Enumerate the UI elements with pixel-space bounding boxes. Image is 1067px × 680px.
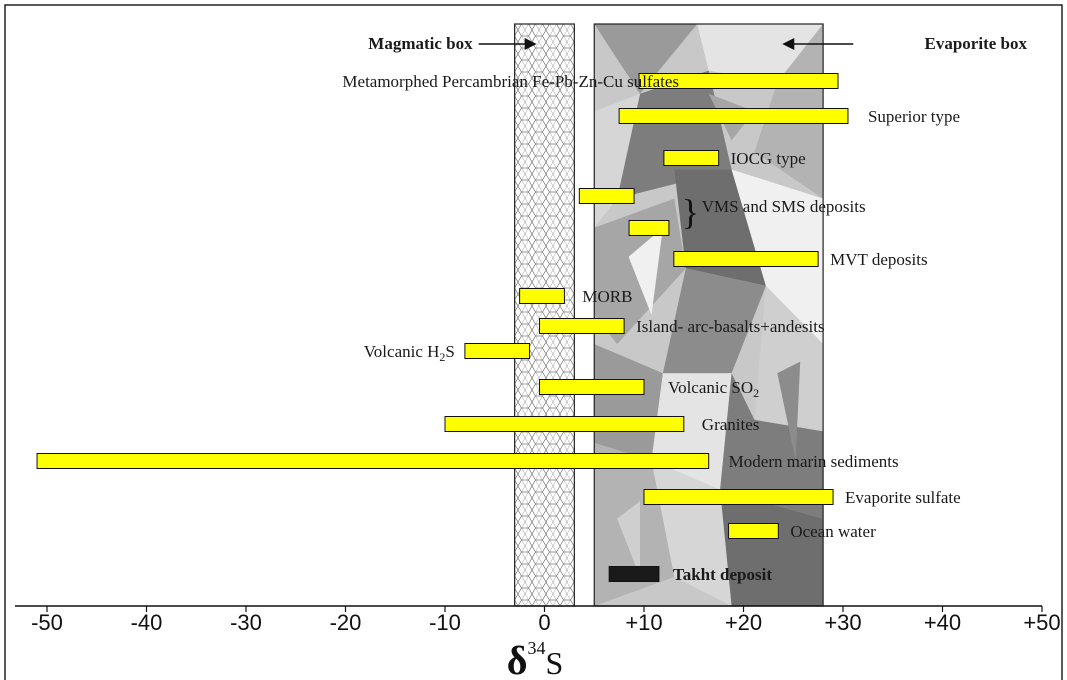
label-volcanic-so2: Volcanic SO2 xyxy=(668,378,759,400)
bar-takht-deposit xyxy=(608,566,660,582)
evaporite-mosaic-tile xyxy=(617,501,640,577)
bar-granites xyxy=(444,416,685,432)
bar-metamorphed-sulfates xyxy=(638,73,839,89)
evaporite-mosaic-tile xyxy=(662,268,766,374)
evaporite-mosaic-tile xyxy=(777,361,801,461)
bar-mvt-deposits xyxy=(673,251,819,267)
bar-superior-type xyxy=(618,108,849,124)
label-granites: Granites xyxy=(702,415,760,434)
x-tick-label: -10 xyxy=(429,610,461,635)
label-modern-marin-sediments: Modern marin sediments xyxy=(729,452,899,471)
bar-volcanic-so2 xyxy=(539,379,645,395)
x-axis-title-tail: S xyxy=(545,645,563,680)
x-tick-label: 0 xyxy=(538,610,550,635)
x-axis-title-main: δ xyxy=(507,638,528,680)
evaporite-mosaic-tile xyxy=(754,285,824,432)
label-superior-type: Superior type xyxy=(868,107,960,126)
evaporite-mosaic-tile xyxy=(594,24,698,94)
label-vms-deposits: VMS and SMS deposits xyxy=(702,197,866,216)
x-tick-label: +10 xyxy=(625,610,662,635)
magmatic-box xyxy=(514,23,575,607)
outer-frame xyxy=(4,4,1063,680)
bar-vms-deposits-1 xyxy=(578,188,635,204)
label-metamorphed-sulfates: Metamorphed Percambrian Fe-Pb-Zn-Cu sulf… xyxy=(342,72,679,91)
x-tick-label: -20 xyxy=(330,610,362,635)
magmatic-arrow-head xyxy=(524,38,537,50)
x-tick-label: +30 xyxy=(824,610,861,635)
bar-morb xyxy=(519,288,565,304)
evaporite-mosaic-tile xyxy=(617,70,732,199)
label-evaporite-sulfate: Evaporite sulfate xyxy=(845,488,961,507)
magmatic-box-label: Magmatic box xyxy=(368,34,473,53)
x-tick-label: +20 xyxy=(725,610,762,635)
x-tick-label: -30 xyxy=(230,610,262,635)
bar-vms-deposits-2 xyxy=(628,220,670,236)
x-tick-label: +50 xyxy=(1023,610,1060,635)
label-island-arc: Island- arc-basalts+andesits xyxy=(636,317,825,336)
vms-brace: } xyxy=(682,192,699,232)
label-ocean-water: Ocean water xyxy=(790,522,876,541)
label-iocg-type: IOCG type xyxy=(731,149,806,168)
evaporite-mosaic-tile xyxy=(720,489,824,606)
label-volcanic-h2s: Volcanic H2S xyxy=(364,342,455,364)
bar-iocg-type xyxy=(663,150,720,166)
evaporite-mosaic-tile xyxy=(720,373,824,519)
evaporite-arrow-head xyxy=(782,38,795,50)
bar-modern-marin-sediments xyxy=(36,453,710,469)
evaporite-mosaic-tile xyxy=(628,227,663,315)
bar-volcanic-h2s xyxy=(464,343,531,359)
x-tick-label: -40 xyxy=(131,610,163,635)
x-tick-label: -50 xyxy=(31,610,63,635)
evaporite-box-label: Evaporite box xyxy=(925,34,1028,53)
x-axis-title-sup: 34 xyxy=(527,638,545,658)
bar-ocean-water xyxy=(728,523,779,539)
label-takht-deposit: Takht deposit xyxy=(673,565,772,584)
x-axis-title: δ34S xyxy=(507,638,564,680)
label-mvt-deposits: MVT deposits xyxy=(830,250,927,269)
evaporite-mosaic-tile xyxy=(697,24,824,83)
x-tick-label: +40 xyxy=(924,610,961,635)
label-morb: MORB xyxy=(582,287,632,306)
bar-evaporite-sulfate xyxy=(643,489,834,505)
bar-island-arc xyxy=(539,318,625,334)
